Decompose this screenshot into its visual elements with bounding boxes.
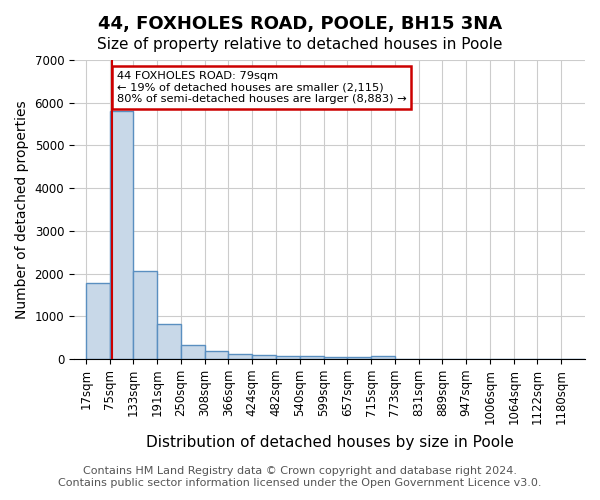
Bar [181, 344, 205, 359]
Text: 44 FOXHOLES ROAD: 79sqm
← 19% of detached houses are smaller (2,115)
80% of semi: 44 FOXHOLES ROAD: 79sqm ← 19% of detache… [116, 70, 406, 104]
Bar [276, 356, 300, 359]
Bar [300, 356, 323, 359]
Bar [229, 354, 252, 359]
Bar [252, 355, 276, 359]
Bar [133, 271, 157, 359]
Bar [86, 283, 110, 359]
Bar [205, 351, 229, 359]
X-axis label: Distribution of detached houses by size in Poole: Distribution of detached houses by size … [146, 435, 514, 450]
Text: Contains HM Land Registry data © Crown copyright and database right 2024.
Contai: Contains HM Land Registry data © Crown c… [58, 466, 542, 487]
Bar [157, 324, 181, 359]
Bar [110, 112, 133, 359]
Bar [371, 356, 395, 359]
Text: 44, FOXHOLES ROAD, POOLE, BH15 3NA: 44, FOXHOLES ROAD, POOLE, BH15 3NA [98, 15, 502, 33]
Text: Size of property relative to detached houses in Poole: Size of property relative to detached ho… [97, 38, 503, 52]
Bar [323, 357, 347, 359]
Bar [347, 358, 371, 359]
Y-axis label: Number of detached properties: Number of detached properties [15, 100, 29, 319]
